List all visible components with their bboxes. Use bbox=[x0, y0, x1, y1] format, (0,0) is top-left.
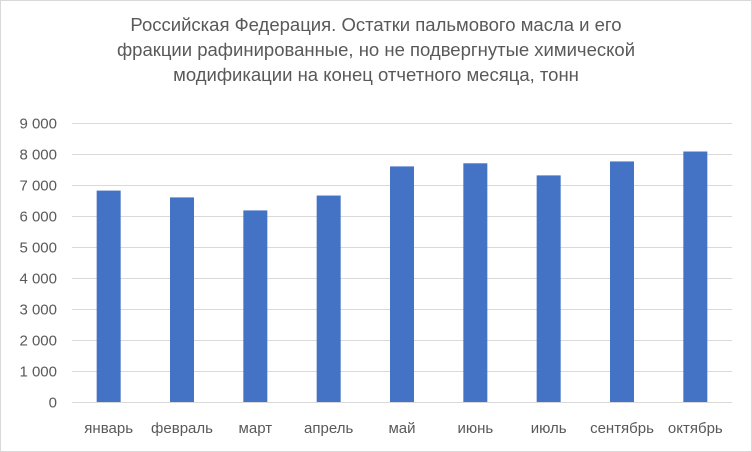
y-tick-label: 8 000 bbox=[19, 147, 57, 164]
x-axis: январь февраль март апрель май июнь июль сентяб… bbox=[84, 420, 723, 437]
y-tick-label: 2 000 bbox=[19, 333, 57, 350]
bar bbox=[536, 175, 561, 402]
y-axis: 0 1 000 2 000 3 000 4 000 5 000 6 000 7 000 8 00… bbox=[19, 116, 57, 412]
x-tick-label: февраль bbox=[151, 420, 213, 437]
bars bbox=[96, 151, 708, 402]
bar bbox=[610, 161, 634, 402]
bar bbox=[243, 210, 268, 402]
x-tick-label: июнь bbox=[457, 420, 493, 437]
y-tick-label: 6 000 bbox=[19, 209, 57, 226]
x-tick-label: сентябрь bbox=[590, 420, 654, 437]
bar bbox=[683, 151, 708, 402]
bar bbox=[390, 166, 414, 402]
y-tick-label: 9 000 bbox=[19, 116, 57, 133]
x-tick-label: июль bbox=[531, 420, 567, 437]
y-tick-label: 1 000 bbox=[19, 364, 57, 381]
y-tick-label: 3 000 bbox=[19, 302, 57, 319]
x-tick-label: май bbox=[388, 420, 415, 437]
x-tick-label: март bbox=[239, 420, 273, 437]
bar bbox=[96, 190, 121, 402]
chart-title: Российская Федерация. Остатки пальмового… bbox=[20, 12, 732, 87]
x-tick-label: январь bbox=[84, 420, 133, 437]
chart-title-line-2: фракции рафинированные, но не подвергнут… bbox=[116, 39, 636, 60]
y-tick-label: 7 000 bbox=[19, 178, 57, 195]
y-tick-label: 5 000 bbox=[19, 240, 57, 257]
chart-title-line-3: модификации на конец отчетного месяца, т… bbox=[173, 64, 579, 85]
x-tick-label: октябрь bbox=[668, 420, 723, 437]
bar bbox=[463, 163, 488, 402]
chart-title-line-1: Российская Федерация. Остатки пальмового… bbox=[130, 14, 622, 35]
y-tick-label: 4 000 bbox=[19, 271, 57, 288]
x-tick-label: апрель bbox=[304, 420, 353, 437]
bar bbox=[316, 195, 341, 402]
y-tick-label: 0 bbox=[49, 395, 57, 412]
bar bbox=[170, 197, 194, 402]
